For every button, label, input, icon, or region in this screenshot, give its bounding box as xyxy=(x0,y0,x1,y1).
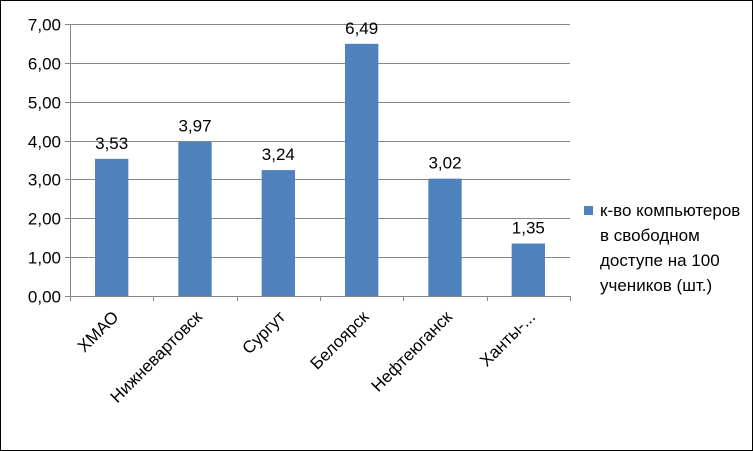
y-tick-label: 1,00 xyxy=(28,249,61,268)
bar xyxy=(95,158,129,296)
x-category-label: Белоярск xyxy=(307,307,373,373)
data-label: 3,53 xyxy=(95,134,128,153)
y-tick-label: 2,00 xyxy=(28,210,61,229)
data-label: 3,02 xyxy=(428,154,461,173)
y-tick-label: 6,00 xyxy=(28,55,61,74)
y-tick-label: 0,00 xyxy=(28,288,61,307)
x-category-label: Сургут xyxy=(239,307,290,358)
bar xyxy=(428,178,462,296)
bar xyxy=(345,43,379,297)
bar xyxy=(178,141,212,296)
legend-swatch xyxy=(584,206,593,215)
y-tick-label: 7,00 xyxy=(28,16,61,35)
data-label: 6,49 xyxy=(345,19,378,38)
data-label: 3,97 xyxy=(178,117,211,136)
legend: к-во компьютеров в свободном доступе на … xyxy=(584,198,749,298)
bar xyxy=(511,243,545,296)
x-category-label: ХМАО xyxy=(74,307,123,356)
legend-series-label: к-во компьютеров в свободном доступе на … xyxy=(600,201,741,295)
x-category-label: Нефтеюганск xyxy=(368,307,457,396)
bar xyxy=(261,170,295,296)
data-label: 1,35 xyxy=(512,219,545,238)
y-tick-label: 3,00 xyxy=(28,171,61,190)
y-tick-label: 5,00 xyxy=(28,94,61,113)
x-category-label: Ханты-... xyxy=(476,307,539,370)
x-category-label: Нижневартовск xyxy=(107,307,207,407)
data-label: 3,24 xyxy=(262,145,295,164)
y-tick-label: 4,00 xyxy=(28,133,61,152)
